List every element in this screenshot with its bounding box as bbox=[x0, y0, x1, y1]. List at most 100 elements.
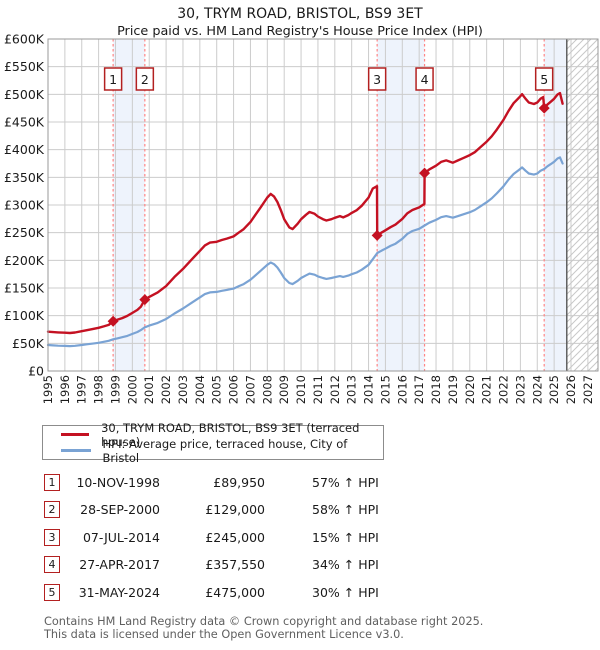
sale-1-vs-hpi: 57% ↑ HPI bbox=[312, 474, 379, 490]
sales-history-table: 1 10-NOV-1998 £89,950 57% ↑ HPI 2 28-SEP… bbox=[44, 473, 564, 612]
table-row-sale-4: 4 27-APR-2017 £357,550 34% ↑ HPI bbox=[44, 556, 564, 573]
y-axis-tick-label: £450K bbox=[4, 115, 45, 130]
sale-4-date: 27-APR-2017 bbox=[79, 557, 160, 572]
sale-4-chart-badge bbox=[415, 67, 434, 91]
x-axis-tick-label: 1999 bbox=[108, 375, 122, 404]
y-axis-tick-label: £550K bbox=[4, 59, 45, 74]
plot-border bbox=[47, 38, 599, 372]
x-axis-tick-label: 2002 bbox=[159, 375, 173, 404]
sale-2-price: £129,000 bbox=[205, 502, 265, 517]
table-row-sale-1: 1 10-NOV-1998 £89,950 57% ↑ HPI bbox=[44, 473, 564, 491]
x-axis-tick-label: 1995 bbox=[41, 375, 55, 404]
y-axis-tick-label: £100K bbox=[4, 308, 45, 323]
sale-4-vs-hpi: 34% ↑ HPI bbox=[312, 557, 379, 572]
y-axis-tick-label: £0 bbox=[28, 364, 44, 379]
sale-5-date: 31-MAY-2024 bbox=[78, 584, 160, 600]
sale-1-badge: 1 bbox=[44, 473, 60, 491]
sale-2-chart-badge-number: 2 bbox=[141, 72, 149, 87]
x-axis-tick-label: 2017 bbox=[412, 375, 426, 404]
legend-entry-hpi: HPI: Average price, terraced house, City… bbox=[43, 437, 383, 465]
x-axis-tick-label: 2026 bbox=[564, 375, 578, 404]
x-axis-tick-label: 2006 bbox=[227, 375, 241, 404]
x-axis-tick-label: 2008 bbox=[260, 375, 274, 404]
table-row-sale-3: 3 07-JUL-2014 £245,000 15% ↑ HPI bbox=[44, 528, 564, 546]
sale-1-price: £89,950 bbox=[213, 474, 265, 490]
sale-1-chart-badge-number: 1 bbox=[109, 72, 117, 87]
y-axis-tick-label: £250K bbox=[4, 225, 45, 240]
x-axis-tick-label: 2019 bbox=[446, 375, 460, 404]
x-axis-tick-label: 2012 bbox=[328, 375, 342, 404]
sale-3-vs-hpi: 15% ↑ HPI bbox=[312, 529, 379, 545]
x-axis-tick-label: 2015 bbox=[378, 375, 392, 404]
x-axis-tick-label: 2001 bbox=[142, 375, 156, 404]
y-axis-tick-label: £300K bbox=[4, 198, 45, 213]
x-axis-tick-label: 2013 bbox=[345, 375, 359, 404]
x-axis-tick-label: 1998 bbox=[92, 375, 106, 404]
property-line-swatch bbox=[61, 433, 90, 436]
table-row-sale-2: 2 28-SEP-2000 £129,000 58% ↑ HPI bbox=[44, 501, 564, 518]
y-axis-tick-label: £150K bbox=[4, 281, 45, 296]
x-axis-tick-label: 2004 bbox=[193, 375, 207, 404]
sale-5-chart-badge-number: 5 bbox=[540, 72, 548, 87]
sale-2-diamond-marker bbox=[139, 294, 151, 306]
sale-2-vs-hpi: 58% ↑ HPI bbox=[312, 502, 379, 517]
sale-2-date: 28-SEP-2000 bbox=[80, 502, 160, 517]
x-axis-tick-label: 2011 bbox=[311, 375, 325, 404]
sale-5-badge: 5 bbox=[44, 583, 60, 601]
page-title: 30, TRYM ROAD, BRISTOL, BS9 3ET bbox=[177, 6, 423, 22]
legend-property-label: 30, TRYM ROAD, BRISTOL, BS9 3ET (terrace… bbox=[101, 420, 360, 449]
hpi-line-swatch bbox=[61, 449, 91, 452]
sale-3-chart-badge bbox=[367, 67, 387, 91]
x-axis-tick-label: 2025 bbox=[547, 375, 561, 404]
x-axis-tick-label: 2018 bbox=[429, 375, 443, 404]
x-axis-tick-label: 2003 bbox=[176, 375, 190, 404]
sale-3-date: 07-JUL-2014 bbox=[82, 529, 160, 545]
y-axis-tick-label: £500K bbox=[4, 87, 45, 102]
x-axis-tick-label: 1997 bbox=[75, 375, 89, 404]
footer-line-2: This data is licensed under the Open Gov… bbox=[44, 627, 404, 641]
sale-5-chart-badge bbox=[534, 67, 554, 91]
future-hatched-region bbox=[566, 39, 598, 371]
sale-4-diamond-marker bbox=[419, 167, 431, 179]
sale-2-chart-badge bbox=[135, 67, 155, 91]
sale-1-diamond-marker bbox=[107, 315, 119, 327]
table-row-sale-5: 5 31-MAY-2024 £475,000 30% ↑ HPI bbox=[44, 583, 564, 601]
y-axis-tick-label: £600K bbox=[4, 32, 45, 47]
sale-3-chart-badge-number: 3 bbox=[373, 72, 381, 87]
x-axis-tick-label: 2022 bbox=[497, 375, 511, 404]
sale-3-badge: 3 bbox=[44, 528, 60, 546]
sale-4-price: £357,550 bbox=[205, 557, 265, 572]
x-axis-tick-label: 2005 bbox=[210, 375, 224, 404]
x-axis-tick-label: 2024 bbox=[530, 375, 544, 404]
sale-1-date: 10-NOV-1998 bbox=[76, 474, 160, 490]
x-axis-tick-label: 2027 bbox=[581, 375, 595, 404]
x-axis-tick-label: 2000 bbox=[125, 375, 139, 404]
price-history-chart: 1 2 3 4 5 £0 £50K £100K £150K £200K £250K £300K £350… bbox=[4, 32, 599, 404]
sale-4-badge: 4 bbox=[44, 556, 60, 573]
y-axis-tick-label: £350K bbox=[4, 170, 45, 185]
x-axis-tick-label: 1996 bbox=[58, 375, 72, 404]
legend-hpi-label: HPI: Average price, terraced house, City… bbox=[102, 436, 348, 465]
x-axis-tick-label: 2016 bbox=[395, 375, 409, 404]
property-price-line bbox=[46, 91, 564, 335]
page-subtitle: Price paid vs. HM Land Registry's House … bbox=[117, 24, 483, 39]
y-axis-tick-label: £200K bbox=[4, 253, 45, 268]
sale-1-chart-badge bbox=[103, 67, 123, 91]
footer-line-1: Contains HM Land Registry data © Crown c… bbox=[44, 615, 484, 628]
x-axis-tick-label: 2007 bbox=[243, 375, 257, 404]
sale-2-badge: 2 bbox=[44, 501, 60, 518]
hpi-average-line bbox=[46, 156, 564, 348]
y-axis-tick-label: £50K bbox=[12, 336, 45, 351]
x-axis-tick-label: 2020 bbox=[463, 375, 477, 404]
y-axis-tick-label: £400K bbox=[4, 142, 45, 157]
sale-5-vs-hpi: 30% ↑ HPI bbox=[312, 584, 379, 600]
chart-legend: 30, TRYM ROAD, BRISTOL, BS9 3ET (terrace… bbox=[42, 421, 384, 465]
sale-5-price: £475,000 bbox=[205, 584, 265, 600]
sale-3-diamond-marker bbox=[371, 229, 383, 241]
legend-entry-property: 30, TRYM ROAD, BRISTOL, BS9 3ET (terrace… bbox=[43, 421, 383, 449]
x-axis-tick-label: 2014 bbox=[362, 375, 376, 404]
x-axis-tick-label: 2023 bbox=[513, 375, 527, 404]
x-axis-tick-label: 2021 bbox=[480, 375, 494, 404]
sale-5-diamond-marker bbox=[538, 102, 550, 114]
